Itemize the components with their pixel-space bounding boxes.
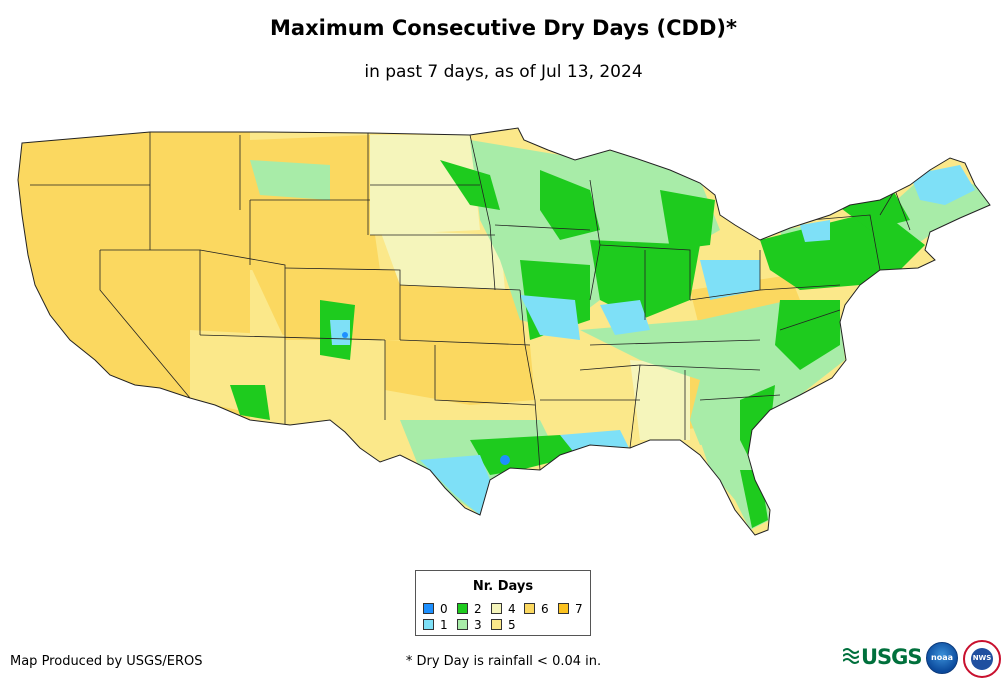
- region-kansas-6: [400, 285, 525, 345]
- map-credit: Map Produced by USGS/EROS: [10, 654, 203, 669]
- legend-label-1: 1: [440, 617, 448, 632]
- legend-item-2: 2: [457, 601, 482, 616]
- region-oklahoma-6: [385, 340, 535, 405]
- legend-item-6: 6: [524, 601, 549, 616]
- legend-label-0: 0: [440, 601, 448, 616]
- legend-swatch-1: [423, 619, 434, 630]
- region-colorado-0: [342, 332, 348, 338]
- region-sw-monsoon-2: [230, 385, 270, 420]
- legend: Nr. Days 0 1 2 3 4 5 6 7: [415, 570, 591, 636]
- legend-item-0: 0: [423, 601, 448, 616]
- legend-label-4: 4: [508, 601, 516, 616]
- legend-item-5: 5: [491, 617, 516, 632]
- region-wyoming-6: [250, 200, 380, 270]
- region-mi-2: [660, 190, 715, 250]
- map-subtitle: in past 7 days, as of Jul 13, 2024: [364, 62, 643, 82]
- legend-swatch-5: [491, 619, 502, 630]
- legend-swatch-0: [423, 603, 434, 614]
- legend-item-4: 4: [491, 601, 516, 616]
- usgs-waves-icon: [843, 648, 859, 664]
- region-carolina-coast-2: [740, 385, 775, 460]
- region-virginia-2: [775, 300, 840, 370]
- noaa-logo-text: noaa: [931, 653, 953, 662]
- legend-label-6: 6: [541, 601, 549, 616]
- legend-swatch-7: [558, 603, 569, 614]
- legend-item-3: 3: [457, 617, 482, 632]
- legend-label-5: 5: [508, 617, 516, 632]
- legend-item-7: 7: [558, 601, 583, 616]
- legend-label-3: 3: [474, 617, 482, 632]
- legend-swatch-4: [491, 603, 502, 614]
- region-south-texas-1: [420, 455, 490, 515]
- region-nebraska-4: [380, 230, 505, 290]
- region-illinois-1: [600, 300, 650, 335]
- noaa-logo: noaa: [926, 642, 958, 674]
- region-alabama-4: [630, 360, 690, 440]
- legend-swatch-2: [457, 603, 468, 614]
- region-missouri-1: [520, 295, 580, 340]
- region-gulf-2: [470, 435, 600, 475]
- region-texas-0: [500, 455, 510, 465]
- region-ny-1: [800, 220, 830, 242]
- region-mn-2: [540, 170, 600, 240]
- legend-swatch-3: [457, 619, 468, 630]
- usgs-logo: USGS: [843, 642, 923, 672]
- legend-swatch-6: [524, 603, 535, 614]
- map-title: Maximum Consecutive Dry Days (CDD)*: [270, 16, 737, 40]
- region-colorado-1: [330, 320, 350, 345]
- nws-logo: NWS: [963, 640, 1001, 678]
- legend-title: Nr. Days: [472, 579, 534, 594]
- legend-label-7: 7: [575, 601, 583, 616]
- dry-day-regions: [18, 128, 990, 530]
- usgs-logo-text: USGS: [861, 645, 923, 669]
- region-montana-3: [250, 160, 330, 200]
- nws-inner-circle: [971, 648, 993, 670]
- region-maine-1: [910, 165, 975, 205]
- region-delta-5: [530, 340, 640, 440]
- region-ohio-1: [700, 260, 760, 300]
- region-newmexico-5: [285, 340, 385, 425]
- footnote: * Dry Day is rainfall < 0.04 in.: [405, 654, 602, 669]
- legend-item-1: 1: [423, 617, 448, 632]
- state-boundaries: [30, 132, 911, 471]
- legend-label-2: 2: [474, 601, 482, 616]
- nws-logo-text: NWS: [972, 654, 992, 662]
